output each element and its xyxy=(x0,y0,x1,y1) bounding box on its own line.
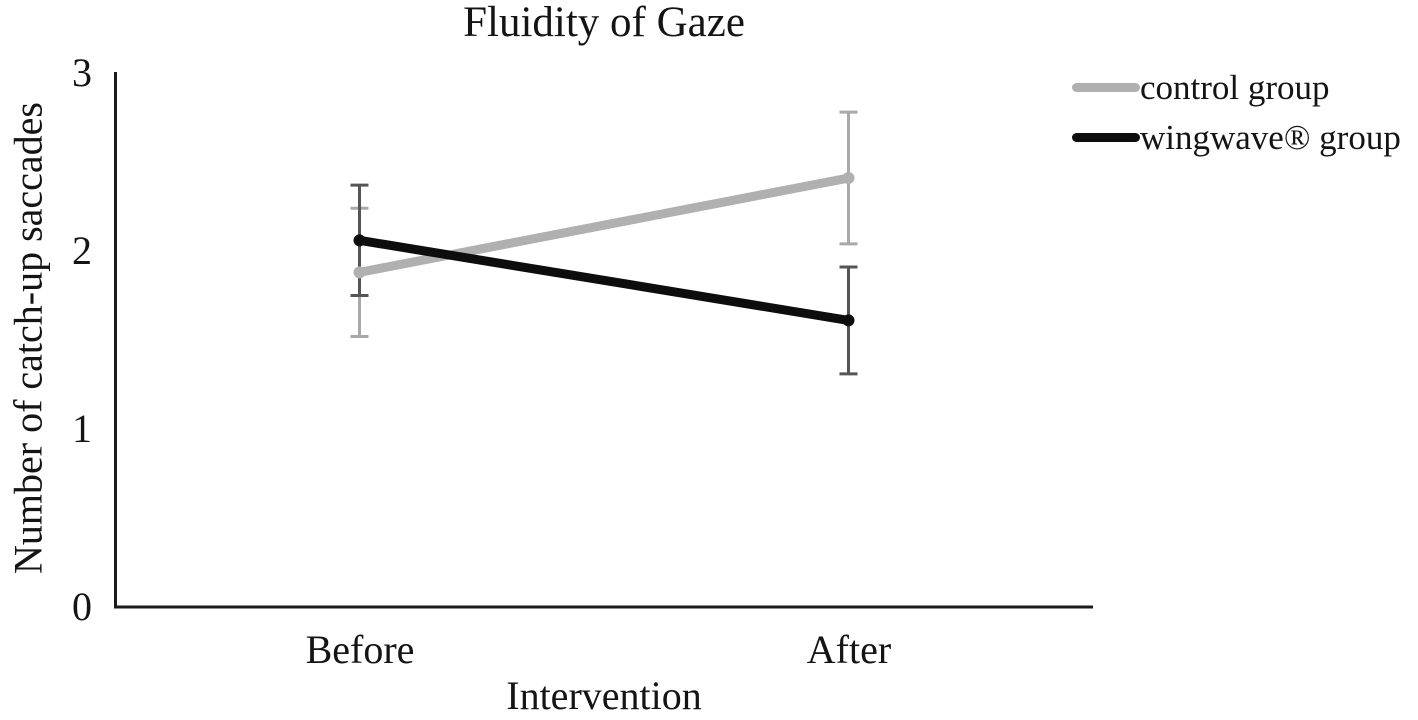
series-layer xyxy=(350,110,858,376)
x-tick-label-after: After xyxy=(806,627,892,672)
data-point-control xyxy=(842,172,855,185)
axes xyxy=(114,72,1093,609)
legend-item-wingwave-group: wingwave® group xyxy=(1072,112,1401,162)
chart-title: Fluidity of Gaze xyxy=(463,0,745,46)
data-point-wingwave xyxy=(842,314,855,327)
y-tick-label-1: 1 xyxy=(72,406,92,451)
legend-line-wingwave-group-icon xyxy=(1072,132,1140,142)
series-line-wingwave xyxy=(355,235,853,325)
legend: control group wingwave® group xyxy=(1072,62,1401,162)
y-tick-label-2: 2 xyxy=(72,228,92,273)
legend-label-wingwave-group: wingwave® group xyxy=(1140,117,1401,157)
legend-label-control-group: control group xyxy=(1140,67,1330,107)
y-tick-label-0: 0 xyxy=(72,584,92,629)
legend-line-control-group-icon xyxy=(1072,82,1140,92)
x-tick-label-before: Before xyxy=(305,627,415,672)
data-point-control xyxy=(353,266,366,279)
series-line-control xyxy=(355,173,853,277)
y-tick-label-3: 3 xyxy=(72,50,92,95)
legend-item-control-group: control group xyxy=(1072,62,1401,112)
x-axis-title: Intervention xyxy=(506,673,702,718)
data-point-wingwave xyxy=(353,234,366,247)
